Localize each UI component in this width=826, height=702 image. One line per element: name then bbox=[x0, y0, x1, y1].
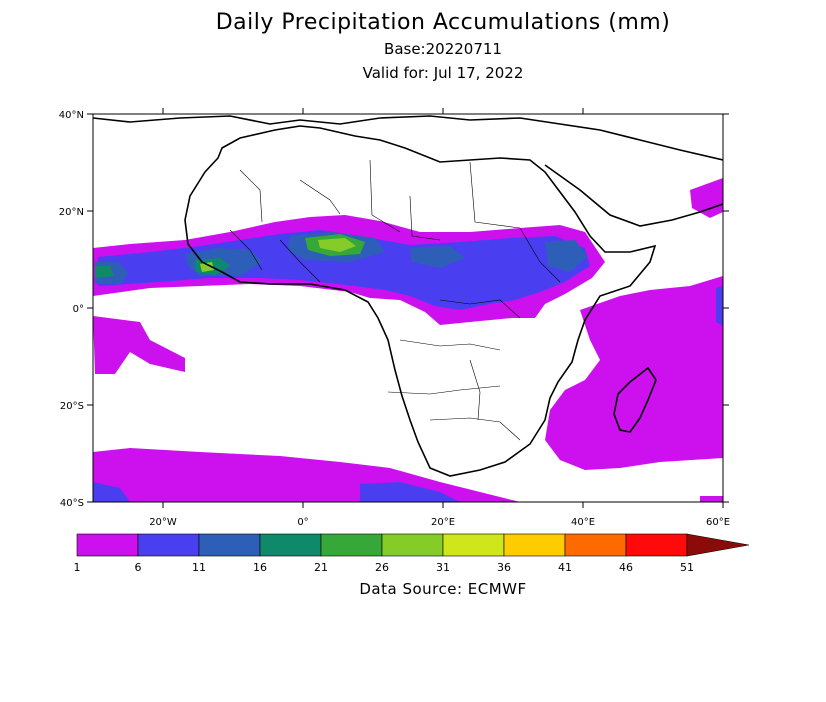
lat-label: 20°S bbox=[60, 401, 84, 412]
precip-patch bbox=[95, 266, 114, 278]
colorbar-swatch bbox=[564, 533, 627, 557]
colorbar-swatch bbox=[442, 533, 505, 557]
colorbar-swatch bbox=[320, 533, 383, 557]
europe-coastline bbox=[93, 115, 723, 161]
colorbar-label: 41 bbox=[558, 561, 572, 574]
colorbar-swatch bbox=[76, 533, 139, 557]
lon-label: 20°W bbox=[149, 517, 177, 528]
colorbar: 1 6 11 16 21 26 31 36 41 46 51 bbox=[74, 533, 750, 574]
lon-label: 0° bbox=[297, 517, 308, 528]
base-date: Base:20220711 bbox=[384, 40, 502, 58]
colorbar-label: 26 bbox=[375, 561, 389, 574]
precip-patch bbox=[410, 246, 465, 268]
lat-label: 0° bbox=[73, 304, 84, 315]
colorbar-swatch bbox=[259, 533, 322, 557]
precip-patch bbox=[200, 262, 214, 272]
precip-patch bbox=[690, 178, 723, 218]
colorbar-swatch bbox=[137, 533, 200, 557]
precip-patch bbox=[700, 496, 723, 502]
precip-patch bbox=[93, 316, 185, 374]
precip-patch bbox=[93, 482, 130, 502]
colorbar-label: 1 bbox=[74, 561, 81, 574]
colorbar-swatch bbox=[503, 533, 566, 557]
colorbar-label: 6 bbox=[135, 561, 142, 574]
precip-patch bbox=[545, 276, 723, 470]
colorbar-label: 21 bbox=[314, 561, 328, 574]
madagascar-coastline bbox=[613, 366, 657, 433]
lat-label: 40°N bbox=[59, 110, 84, 121]
colorbar-label: 31 bbox=[436, 561, 450, 574]
country-borders bbox=[229, 159, 561, 441]
colorbar-swatch bbox=[625, 533, 688, 557]
colorbar-swatch bbox=[198, 533, 261, 557]
ticks bbox=[87, 108, 729, 508]
chart-title: Daily Precipitation Accumulations (mm) bbox=[215, 10, 671, 35]
colorbar-label: 46 bbox=[619, 561, 633, 574]
colorbar-label: 16 bbox=[253, 561, 267, 574]
lon-label: 60°E bbox=[706, 517, 730, 528]
precip-patch bbox=[716, 286, 723, 326]
lon-label: 40°E bbox=[571, 517, 595, 528]
africa-coastline bbox=[184, 125, 657, 477]
colorbar-arrow bbox=[686, 533, 750, 557]
lat-label: 20°N bbox=[59, 207, 84, 218]
precip-field bbox=[93, 178, 723, 502]
colorbar-label: 51 bbox=[680, 561, 694, 574]
lon-label: 20°E bbox=[431, 517, 455, 528]
coastlines bbox=[93, 115, 723, 477]
arabia-coastline bbox=[544, 164, 723, 227]
precip-patch bbox=[545, 240, 588, 272]
precip-patch bbox=[318, 238, 356, 252]
colorbar-swatch bbox=[381, 533, 444, 557]
data-source: Data Source: ECMWF bbox=[359, 580, 527, 598]
colorbar-label: 36 bbox=[497, 561, 511, 574]
colorbar-label: 11 bbox=[192, 561, 206, 574]
valid-date: Valid for: Jul 17, 2022 bbox=[362, 64, 524, 82]
precip-patch bbox=[360, 482, 460, 502]
lat-label: 40°S bbox=[60, 498, 84, 509]
